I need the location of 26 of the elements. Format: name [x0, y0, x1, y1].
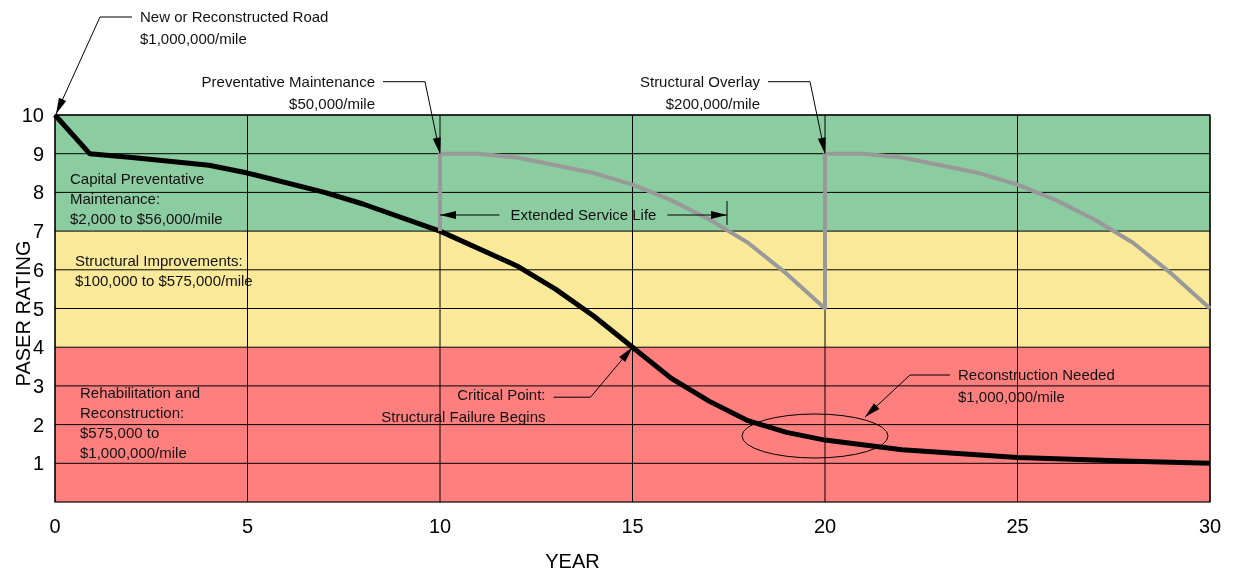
y-tick-label: 5: [32, 297, 44, 320]
x-tick-label: 25: [1006, 515, 1029, 537]
y-tick-label: 4: [32, 336, 44, 359]
annotation: Extended Service Life: [510, 206, 657, 223]
y-tick-label: 3: [32, 374, 44, 397]
annotation: Structural Overlay $200,000/mile: [639, 72, 761, 112]
y-tick-label: 6: [32, 258, 44, 281]
x-tick-label: 0: [49, 515, 61, 537]
x-tick-label: 5: [241, 515, 254, 537]
y-tick-label: 7: [32, 220, 44, 243]
y-tick-label: 10: [21, 104, 44, 126]
x-axis-title: YEAR: [545, 550, 600, 572]
y-tick-label: 8: [32, 181, 44, 204]
x-tick-label: 20: [813, 515, 837, 537]
y-axis-title: PASER RATING: [12, 240, 34, 387]
x-tick-label: 15: [621, 515, 644, 537]
annotation: Preventative Maintenance $50,000/mile: [201, 72, 375, 112]
y-tick-label: 9: [32, 142, 44, 165]
band-label: Rehabilitation and Reconstruction: $575,000 to $1,000,000/mile: [80, 384, 201, 462]
y-tick-label: 2: [32, 413, 44, 436]
annotation: New or Reconstructed Road $1,000,000/mile: [140, 8, 329, 47]
band-label: Capital Preventative Maintenance: $2,000 to $56,000/mile: [70, 170, 223, 227]
x-tick-label: 10: [428, 515, 452, 537]
annotation: Critical Point: Structural Failure Begins: [381, 386, 546, 426]
x-tick-label: 30: [1198, 515, 1222, 537]
y-tick-label: 1: [32, 452, 44, 475]
